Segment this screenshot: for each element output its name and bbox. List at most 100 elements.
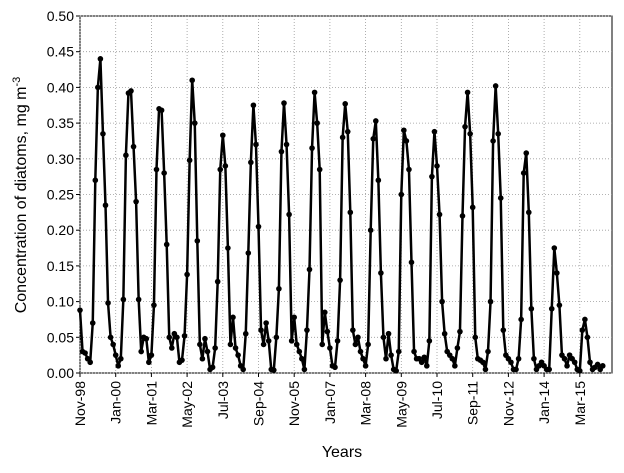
data-point [561, 355, 568, 362]
x-tick-label: Sep-04 [251, 381, 267, 426]
data-point [169, 345, 175, 351]
data-point [107, 334, 114, 341]
data-point [291, 314, 298, 321]
data-point [316, 166, 323, 173]
data-point [151, 302, 157, 308]
data-point [271, 367, 277, 373]
data-point [209, 364, 216, 371]
data-point [222, 163, 229, 169]
data-point [526, 209, 532, 216]
data-point [556, 302, 563, 308]
data-point [120, 296, 127, 303]
data-point [594, 361, 601, 368]
data-point [408, 259, 415, 266]
data-point [472, 334, 479, 341]
data-point [276, 285, 282, 292]
data-point [322, 309, 328, 316]
data-point [296, 348, 303, 355]
data-point [395, 348, 402, 355]
data-point [515, 355, 522, 362]
data-point [299, 355, 305, 362]
data-point [242, 330, 249, 337]
data-point [250, 102, 257, 109]
data-point [212, 345, 218, 351]
data-point [332, 364, 338, 371]
data-point [225, 245, 231, 251]
data-point [97, 56, 104, 62]
data-point [495, 131, 502, 137]
data-point [319, 341, 326, 348]
data-point [194, 238, 201, 244]
data-point [482, 366, 489, 373]
data-point [551, 245, 558, 251]
data-point [398, 191, 405, 198]
x-tick-label: Jul-10 [429, 381, 445, 419]
data-point [186, 157, 193, 164]
data-point [362, 363, 369, 369]
data-point [564, 363, 570, 369]
data-point [434, 163, 440, 169]
data-point [490, 138, 496, 144]
data-point [518, 316, 524, 323]
data-point [301, 366, 308, 373]
data-point [128, 88, 134, 94]
y-tick-label: 0.15 [47, 258, 74, 274]
y-tick-label: 0.20 [47, 222, 74, 238]
data-point [599, 363, 606, 369]
data-point [500, 327, 507, 333]
y-axis-label-sup: -3 [11, 77, 23, 87]
data-point [158, 107, 165, 114]
y-tick-label: 0.05 [47, 329, 74, 345]
data-point [217, 166, 224, 173]
y-tick-label: 0.40 [47, 79, 74, 95]
data-point [357, 348, 364, 355]
data-point [263, 320, 269, 326]
x-tick-label: Nov-05 [286, 381, 302, 426]
data-point [288, 338, 295, 344]
data-point [191, 120, 198, 126]
data-point [118, 355, 124, 362]
x-tick-label: May-02 [179, 381, 195, 428]
data-point [138, 348, 144, 355]
data-point [260, 341, 267, 348]
data-point [82, 350, 88, 356]
data-point [163, 241, 170, 248]
y-tick-label: 0.10 [47, 294, 74, 310]
data-point [278, 148, 285, 155]
data-point [528, 305, 535, 312]
data-point [258, 327, 264, 333]
data-point [406, 166, 412, 173]
data-point [520, 170, 527, 176]
x-tick-label: Mar-01 [143, 381, 159, 426]
data-point [102, 202, 109, 209]
data-point [523, 150, 530, 156]
data-point [327, 345, 333, 351]
data-point [273, 334, 280, 341]
data-point [375, 177, 382, 184]
data-point [373, 118, 379, 124]
data-point [454, 345, 461, 351]
data-point [426, 338, 433, 344]
data-point [403, 138, 410, 144]
data-point [388, 352, 394, 358]
data-point [230, 314, 236, 321]
data-point [174, 334, 180, 341]
data-point [334, 338, 341, 344]
y-tick-label: 0.25 [47, 187, 74, 203]
data-point [304, 327, 310, 333]
data-point [370, 136, 377, 142]
data-point [584, 334, 591, 341]
data-point [339, 134, 346, 141]
x-tick-label: Mar-08 [358, 381, 374, 426]
data-point [347, 209, 354, 216]
data-point [513, 366, 519, 373]
y-tick-label: 0.50 [47, 8, 74, 24]
data-point [439, 298, 445, 305]
data-point [582, 316, 588, 323]
data-point [135, 296, 142, 303]
data-point [324, 328, 331, 335]
y-axis-label-main: Concentration of diatoms, mg m [13, 87, 30, 314]
data-point [87, 359, 93, 366]
data-point [431, 128, 438, 135]
data-point [309, 145, 315, 151]
